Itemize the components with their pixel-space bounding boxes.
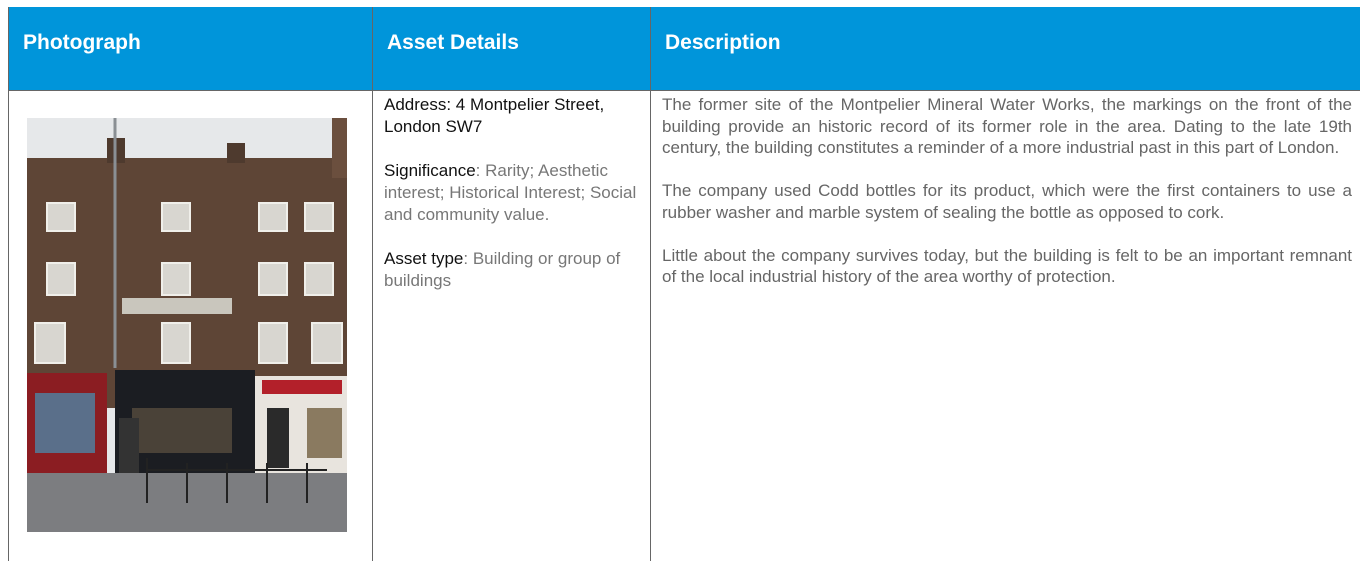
description: The former site of the Montpelier Minera…: [662, 94, 1352, 309]
detail-text: : Rarity; Aesthetic interest; Historical…: [384, 161, 637, 224]
description-paragraph: Little about the company survives today,…: [662, 245, 1352, 287]
header-cell: Photograph: [23, 31, 141, 54]
description-paragraph: The company used Codd bottles for its pr…: [662, 181, 1352, 222]
detail-label: Address: 4 Montpelier Street, London SW7: [384, 95, 605, 136]
asset-details: Address: 4 Montpelier Street, London SW7…: [384, 94, 642, 314]
photograph: [27, 118, 347, 532]
row-border: [8, 90, 1360, 91]
column-border: [372, 7, 373, 561]
detail-item: Address: 4 Montpelier Street, London SW7: [384, 94, 642, 138]
detail-label: Significance: [384, 161, 476, 180]
header-cell: Asset Details: [387, 31, 519, 54]
detail-item: Asset type: Building or group of buildin…: [384, 248, 642, 292]
column-border: [8, 7, 9, 561]
column-border: [650, 7, 651, 561]
detail-label: Asset type: [384, 249, 464, 268]
description-paragraph: The former site of the Montpelier Minera…: [662, 95, 1352, 157]
header-band: [8, 7, 1360, 90]
detail-text: : Building or group of buildings: [384, 249, 621, 290]
header-cell: Description: [665, 31, 781, 54]
detail-item: Significance: Rarity; Aesthetic interest…: [384, 160, 642, 226]
